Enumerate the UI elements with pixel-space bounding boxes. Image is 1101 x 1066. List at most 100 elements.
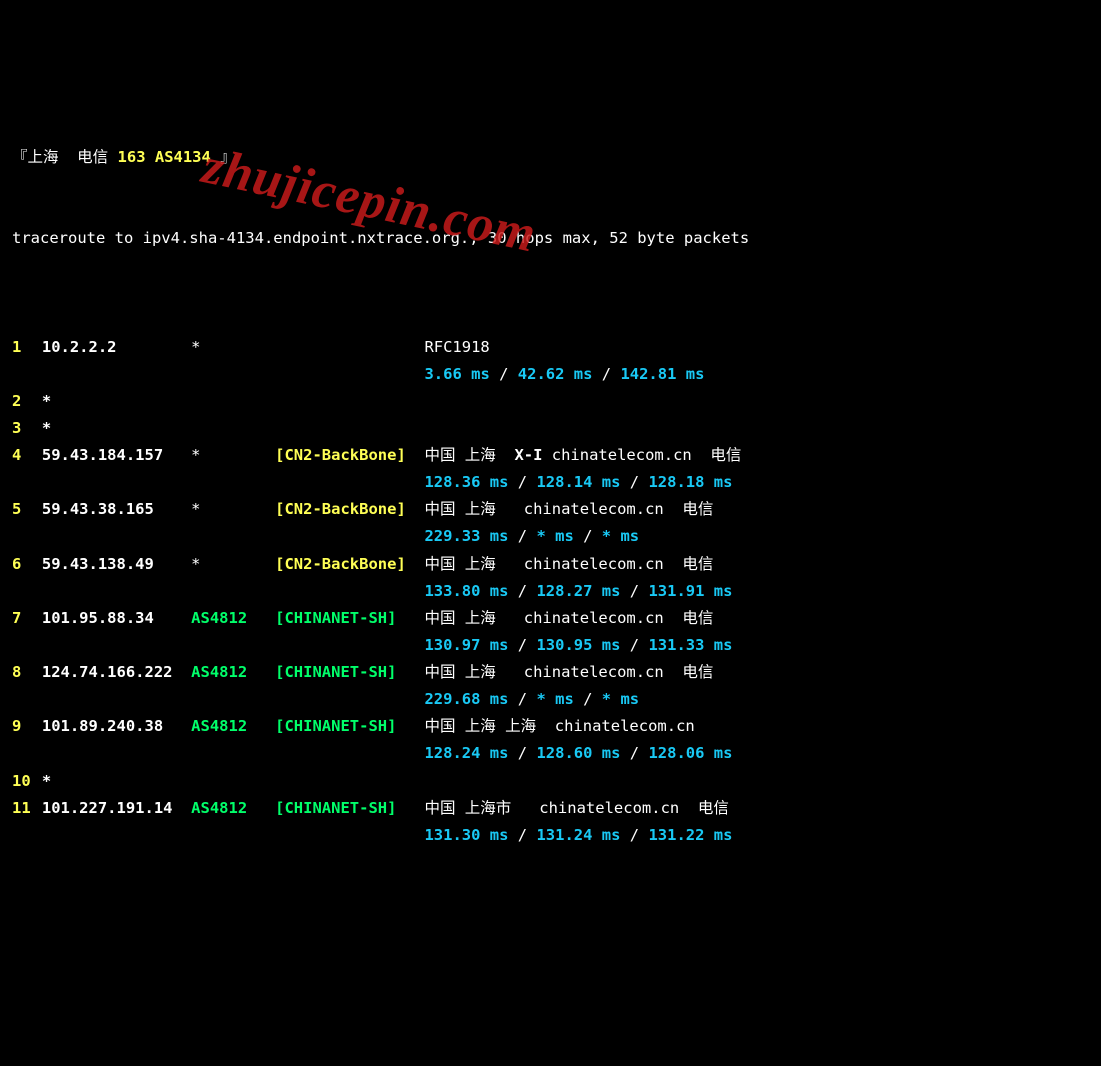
hop-line: 2* <box>12 388 1089 415</box>
traceroute-command: traceroute to ipv4.sha-4134.endpoint.nxt… <box>12 225 1089 252</box>
latency-value: 131.30 ms <box>424 826 508 844</box>
latency-value: 128.14 ms <box>536 473 620 491</box>
latency-value: 133.80 ms <box>424 582 508 600</box>
hop-info: 中国 上海 chinatelecom.cn 电信 <box>424 500 713 518</box>
hop-line: 659.43.138.49*[CN2-BackBone]中国 上海 chinat… <box>12 551 1089 578</box>
latency-separator: / <box>508 744 536 762</box>
latency-value: 229.33 ms <box>424 527 508 545</box>
hop-asn: AS4812 <box>191 795 275 822</box>
latency-separator: / <box>620 582 648 600</box>
latency-value: 128.36 ms <box>424 473 508 491</box>
hop-number: 5 <box>12 496 42 523</box>
latency-separator: / <box>508 690 536 708</box>
hop-ip: 10.2.2.2 <box>42 334 191 361</box>
hop-number: 2 <box>12 388 42 415</box>
hop-network: [CHINANET-SH] <box>275 605 424 632</box>
bracket-open: 『 <box>12 148 28 166</box>
latency-value: 131.91 ms <box>648 582 732 600</box>
hop-latency-line: 128.36 ms / 128.14 ms / 128.18 ms <box>12 469 1089 496</box>
latency-value: 128.27 ms <box>536 582 620 600</box>
hop-ip: * <box>42 768 191 795</box>
hop-ip: 124.74.166.222 <box>42 659 191 686</box>
latency-separator: / <box>592 365 620 383</box>
title-location: 上海 电信 <box>28 148 109 166</box>
hop-info: 中国 上海 chinatelecom.cn 电信 <box>424 609 713 627</box>
hop-latency-line: 131.30 ms / 131.24 ms / 131.22 ms <box>12 822 1089 849</box>
hop-line: 7101.95.88.34AS4812[CHINANET-SH]中国 上海 ch… <box>12 605 1089 632</box>
latency-value: 229.68 ms <box>424 690 508 708</box>
hop-ip: * <box>42 415 191 442</box>
latency-value: 128.18 ms <box>648 473 732 491</box>
hop-latency-line: 133.80 ms / 128.27 ms / 131.91 ms <box>12 578 1089 605</box>
hop-info: 中国 上海 chinatelecom.cn 电信 <box>424 555 713 573</box>
hop-number: 10 <box>12 768 42 795</box>
latency-separator: / <box>508 826 536 844</box>
hop-ip: * <box>42 388 191 415</box>
hops-output: 110.2.2.2*RFC19183.66 ms / 42.62 ms / 14… <box>12 334 1089 849</box>
title-asn: 163 AS4134 <box>118 148 211 166</box>
hop-asn: * <box>191 551 275 578</box>
hop-network: [CHINANET-SH] <box>275 659 424 686</box>
hop-number: 9 <box>12 713 42 740</box>
hop-info: 中国 上海 X-I chinatelecom.cn 电信 <box>424 446 741 464</box>
hop-network: [CN2-BackBone] <box>275 442 424 469</box>
latency-value: 131.22 ms <box>648 826 732 844</box>
latency-separator: / <box>574 690 602 708</box>
latency-separator: / <box>508 473 536 491</box>
hop-info: RFC1918 <box>424 338 489 356</box>
hop-line: 11101.227.191.14AS4812[CHINANET-SH]中国 上海… <box>12 795 1089 822</box>
hop-latency-line: 229.68 ms / * ms / * ms <box>12 686 1089 713</box>
hop-number: 11 <box>12 795 42 822</box>
hop-info: 中国 上海市 chinatelecom.cn 电信 <box>424 799 728 817</box>
hop-asn: * <box>191 442 275 469</box>
hop-latency-line: 229.33 ms / * ms / * ms <box>12 523 1089 550</box>
latency-value: * ms <box>536 527 573 545</box>
hop-asn: AS4812 <box>191 713 275 740</box>
hop-number: 6 <box>12 551 42 578</box>
hop-latency-line: 128.24 ms / 128.60 ms / 128.06 ms <box>12 740 1089 767</box>
hop-ip: 101.227.191.14 <box>42 795 191 822</box>
latency-value: * ms <box>602 527 639 545</box>
latency-separator: / <box>508 527 536 545</box>
hop-asn: * <box>191 334 275 361</box>
hop-ip: 59.43.184.157 <box>42 442 191 469</box>
latency-separator: / <box>620 744 648 762</box>
hop-asn: AS4812 <box>191 605 275 632</box>
hop-number: 7 <box>12 605 42 632</box>
latency-separator: / <box>620 826 648 844</box>
hop-info: 中国 上海 上海 chinatelecom.cn <box>424 717 694 735</box>
latency-value: * ms <box>536 690 573 708</box>
latency-value: 128.24 ms <box>424 744 508 762</box>
latency-value: 42.62 ms <box>518 365 593 383</box>
hop-asn: AS4812 <box>191 659 275 686</box>
hop-network: [CN2-BackBone] <box>275 551 424 578</box>
hop-line: 3* <box>12 415 1089 442</box>
hop-line: 10* <box>12 768 1089 795</box>
hop-number: 4 <box>12 442 42 469</box>
hop-line: 559.43.38.165*[CN2-BackBone]中国 上海 chinat… <box>12 496 1089 523</box>
hop-ip: 59.43.38.165 <box>42 496 191 523</box>
latency-value: 142.81 ms <box>620 365 704 383</box>
hop-info: 中国 上海 chinatelecom.cn 电信 <box>424 663 713 681</box>
hop-line: 9101.89.240.38AS4812[CHINANET-SH]中国 上海 上… <box>12 713 1089 740</box>
hop-ip: 59.43.138.49 <box>42 551 191 578</box>
hop-number: 1 <box>12 334 42 361</box>
hop-network: [CHINANET-SH] <box>275 713 424 740</box>
hop-line: 110.2.2.2* RFC1918 <box>12 334 1089 361</box>
latency-value: 128.06 ms <box>648 744 732 762</box>
hop-network: [CHINANET-SH] <box>275 795 424 822</box>
hop-number: 8 <box>12 659 42 686</box>
hop-latency-line: 130.97 ms / 130.95 ms / 131.33 ms <box>12 632 1089 659</box>
trace-title: 『上海 电信 163 AS4134 』 <box>12 144 1089 171</box>
hop-latency-line: 3.66 ms / 42.62 ms / 142.81 ms <box>12 361 1089 388</box>
hop-asn: * <box>191 496 275 523</box>
hop-network: [CN2-BackBone] <box>275 496 424 523</box>
hop-number: 3 <box>12 415 42 442</box>
hop-ip: 101.95.88.34 <box>42 605 191 632</box>
latency-value: * ms <box>602 690 639 708</box>
hop-line: 459.43.184.157*[CN2-BackBone]中国 上海 X-I c… <box>12 442 1089 469</box>
latency-value: 3.66 ms <box>424 365 489 383</box>
latency-separator: / <box>620 473 648 491</box>
latency-separator: / <box>508 582 536 600</box>
latency-value: 128.60 ms <box>536 744 620 762</box>
